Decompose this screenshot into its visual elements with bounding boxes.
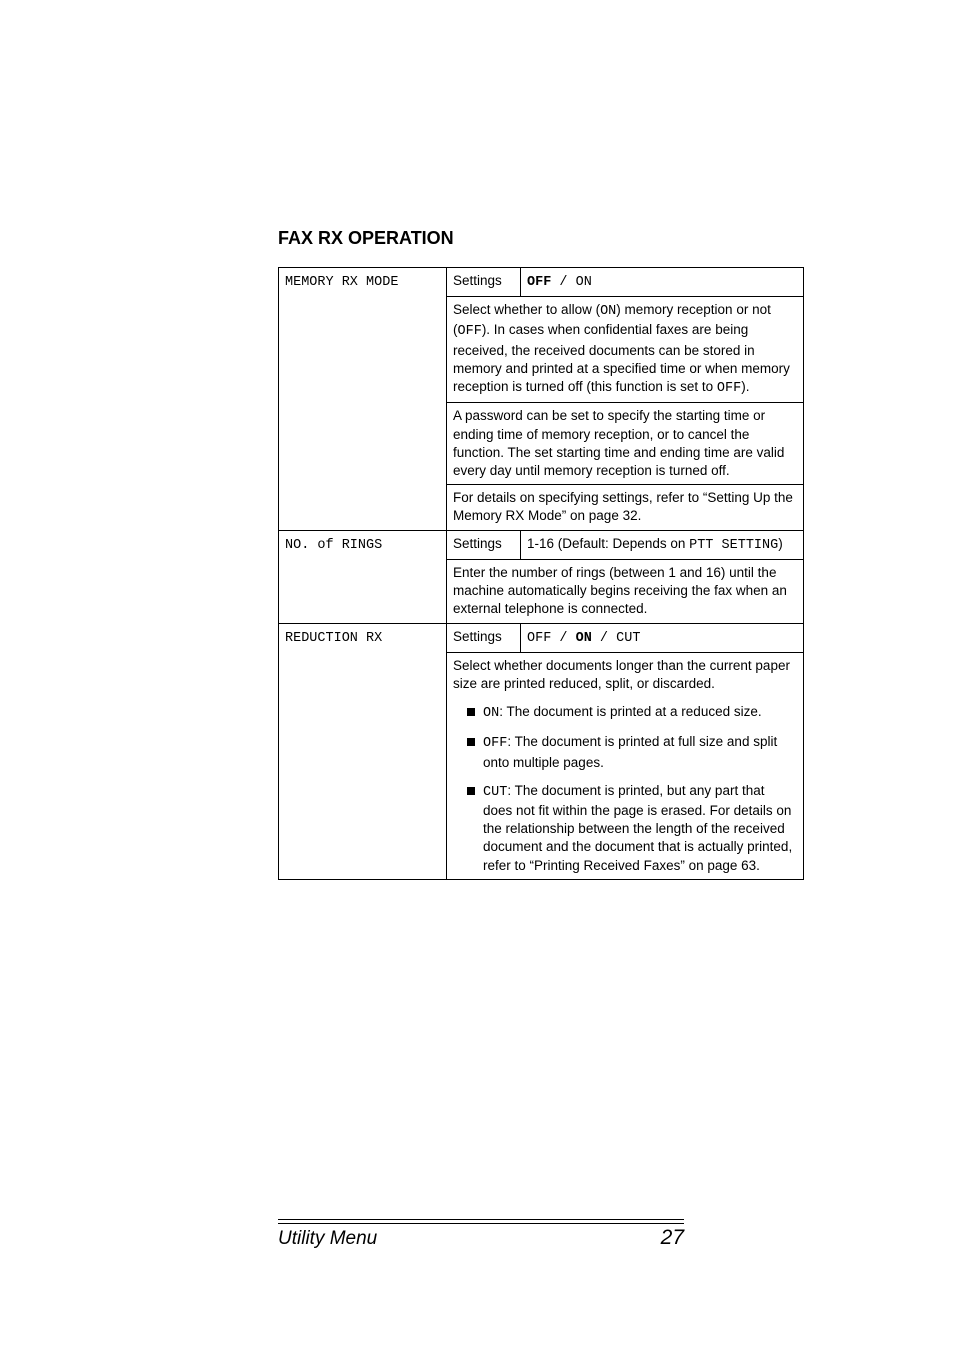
memory-rx-desc-3: For details on specifying settings, refe…: [447, 485, 804, 530]
reduction-rx-settings-value: OFF / ON / CUT: [521, 623, 804, 652]
text-frag: /: [551, 631, 575, 646]
text-frag: ).: [741, 379, 749, 394]
memory-rx-desc-1: Select whether to allow (ON) memory rece…: [447, 297, 804, 403]
square-bullet-icon: [467, 787, 475, 795]
memory-rx-default: OFF: [527, 275, 551, 290]
text-frag: ): [778, 536, 783, 551]
page: FAX RX OPERATION MEMORY RX MODE Settings…: [0, 0, 954, 1350]
memory-rx-alt: ON: [576, 275, 592, 290]
reduction-off: OFF: [527, 631, 551, 646]
square-bullet-icon: [467, 738, 475, 746]
text-frag: OFF: [483, 736, 507, 751]
memory-rx-settings-label: Settings: [447, 268, 521, 297]
text-frag: ON: [600, 304, 616, 319]
text-frag: : The document is printed at a reduced s…: [499, 704, 761, 719]
memory-rx-desc-2: A password can be set to specify the sta…: [447, 403, 804, 485]
memory-rx-label-text: MEMORY RX MODE: [285, 275, 398, 290]
text-frag: Select whether to allow (: [453, 302, 600, 317]
fax-rx-table: MEMORY RX MODE Settings OFF / ON Select …: [278, 267, 804, 880]
text-frag: : The document is printed at full size a…: [483, 734, 777, 769]
reduction-cut: CUT: [616, 631, 640, 646]
square-bullet-icon: [467, 708, 475, 716]
memory-rx-sep: /: [551, 275, 575, 290]
reduction-rx-intro: Select whether documents longer than the…: [453, 657, 797, 693]
bullet-text: OFF: The document is printed at full siz…: [483, 733, 797, 771]
reduction-rx-settings-label: Settings: [447, 623, 521, 652]
text-frag: CUT: [483, 785, 507, 800]
no-of-rings-settings-label: Settings: [447, 530, 521, 559]
footer-title: Utility Menu: [278, 1228, 377, 1250]
no-of-rings-desc: Enter the number of rings (between 1 and…: [447, 559, 804, 623]
section-heading: FAX RX OPERATION: [278, 228, 804, 249]
text-frag: OFF: [458, 324, 482, 339]
reduction-rx-label-text: REDUCTION RX: [285, 631, 382, 646]
memory-rx-label: MEMORY RX MODE: [279, 268, 447, 531]
reduction-rx-desc: Select whether documents longer than the…: [447, 652, 804, 879]
no-of-rings-label-text: NO. of RINGS: [285, 538, 382, 553]
text-frag: PTT SETTING: [689, 538, 778, 553]
footer-line: Utility Menu 27: [278, 1224, 684, 1250]
memory-rx-settings-value: OFF / ON: [521, 268, 804, 297]
text-frag: ON: [483, 706, 499, 721]
page-number: 27: [661, 1226, 684, 1250]
page-footer: Utility Menu 27: [278, 1219, 684, 1250]
text-frag: 1-16 (Default: Depends on: [527, 536, 689, 551]
no-of-rings-settings-value: 1-16 (Default: Depends on PTT SETTING): [521, 530, 804, 559]
bullet-item-on: ON: The document is printed at a reduced…: [453, 703, 797, 723]
reduction-rx-label: REDUCTION RX: [279, 623, 447, 879]
text-frag: OFF: [717, 381, 741, 396]
text-frag: : The document is printed, but any part …: [483, 783, 792, 873]
text-frag: /: [592, 631, 616, 646]
reduction-default: ON: [576, 631, 592, 646]
bullet-item-cut: CUT: The document is printed, but any pa…: [453, 782, 797, 875]
bullet-item-off: OFF: The document is printed at full siz…: [453, 733, 797, 771]
no-of-rings-label: NO. of RINGS: [279, 530, 447, 623]
bullet-text: ON: The document is printed at a reduced…: [483, 703, 797, 723]
bullet-text: CUT: The document is printed, but any pa…: [483, 782, 797, 875]
